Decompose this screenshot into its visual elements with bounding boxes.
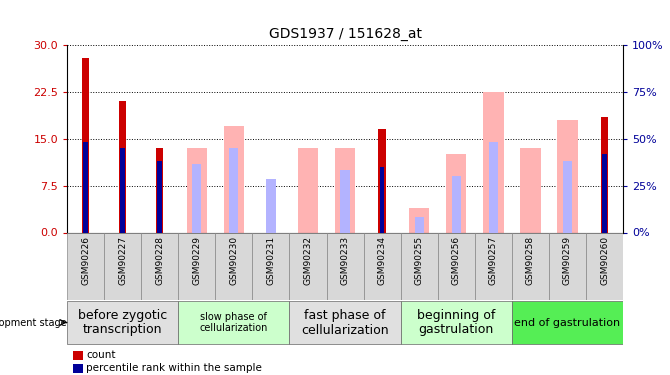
Text: fast phase of
cellularization: fast phase of cellularization (302, 309, 389, 336)
Bar (266, 179, 275, 232)
Bar (475, 232, 512, 300)
Text: before zygotic
transcription: before zygotic transcription (78, 309, 168, 336)
Bar (549, 232, 586, 300)
Bar (438, 232, 475, 300)
Bar (224, 126, 244, 232)
Bar (586, 232, 623, 300)
Text: GSM90255: GSM90255 (415, 236, 423, 285)
Bar (563, 160, 572, 232)
Bar (141, 232, 178, 300)
Bar (488, 142, 498, 232)
Bar (335, 148, 355, 232)
Bar (340, 170, 350, 232)
Bar (72, 351, 82, 360)
Text: GSM90233: GSM90233 (340, 236, 350, 285)
Text: GSM90227: GSM90227 (118, 236, 127, 285)
Text: slow phase of
cellularization: slow phase of cellularization (200, 312, 268, 333)
Bar (520, 148, 541, 232)
Text: GSM90226: GSM90226 (81, 236, 90, 285)
Bar (82, 57, 89, 232)
Bar (512, 232, 549, 300)
Text: GSM90228: GSM90228 (155, 236, 164, 285)
Bar (178, 301, 289, 344)
Bar (364, 232, 401, 300)
Text: beginning of
gastrulation: beginning of gastrulation (417, 309, 495, 336)
Bar (192, 164, 202, 232)
Text: GSM90232: GSM90232 (304, 236, 312, 285)
Bar (401, 232, 438, 300)
Bar (446, 154, 466, 232)
Bar (602, 154, 607, 232)
Title: GDS1937 / 151628_at: GDS1937 / 151628_at (269, 27, 421, 41)
Text: end of gastrulation: end of gastrulation (515, 318, 620, 327)
Bar (67, 301, 178, 344)
Bar (186, 148, 207, 232)
Bar (452, 176, 461, 232)
Bar (401, 301, 512, 344)
Bar (483, 92, 504, 232)
Text: GSM90230: GSM90230 (229, 236, 239, 285)
Text: GSM90229: GSM90229 (192, 236, 201, 285)
Text: GSM90260: GSM90260 (600, 236, 609, 285)
Bar (297, 148, 318, 232)
Bar (121, 148, 125, 232)
Text: GSM90234: GSM90234 (378, 236, 387, 285)
Text: GSM90257: GSM90257 (489, 236, 498, 285)
Bar (253, 232, 289, 300)
Bar (178, 232, 215, 300)
Bar (72, 364, 82, 373)
Text: GSM90231: GSM90231 (267, 236, 275, 285)
Bar (601, 117, 608, 232)
Text: percentile rank within the sample: percentile rank within the sample (86, 363, 263, 374)
Bar (326, 232, 364, 300)
Bar (83, 142, 88, 232)
Text: development stage: development stage (0, 318, 66, 327)
Bar (380, 167, 385, 232)
Bar (557, 120, 578, 232)
Bar (67, 232, 104, 300)
Bar (215, 232, 253, 300)
Bar (409, 207, 429, 232)
Bar (104, 232, 141, 300)
Bar (119, 101, 127, 232)
Bar (379, 129, 386, 232)
Bar (512, 301, 623, 344)
Bar (289, 301, 401, 344)
Text: GSM90259: GSM90259 (563, 236, 572, 285)
Bar (229, 148, 239, 232)
Bar (415, 217, 424, 232)
Bar (289, 232, 326, 300)
Text: GSM90258: GSM90258 (526, 236, 535, 285)
Text: count: count (86, 350, 116, 360)
Bar (156, 148, 163, 232)
Bar (157, 160, 162, 232)
Text: GSM90256: GSM90256 (452, 236, 461, 285)
